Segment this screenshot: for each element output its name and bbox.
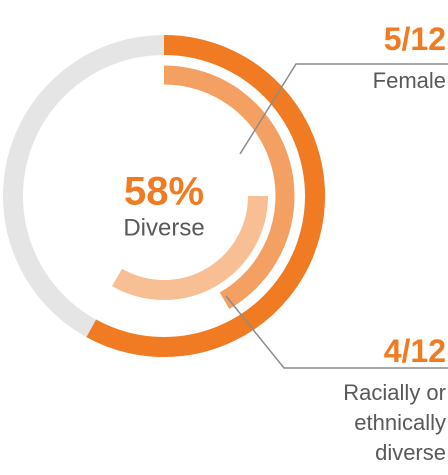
leader-line	[239, 63, 448, 155]
ring-arc	[112, 195, 268, 300]
value-label: 4/12	[383, 333, 446, 369]
leader-line	[225, 295, 448, 369]
ring-arc	[86, 35, 325, 357]
series-label: Racially or ethnically diverse	[343, 380, 446, 465]
ring-arc	[163, 65, 295, 310]
rings	[3, 35, 325, 357]
series-label: Female	[372, 68, 446, 93]
value-label: 5/12	[383, 21, 446, 57]
center-label: Diverse	[123, 214, 204, 241]
center-value: 58%	[124, 170, 204, 214]
